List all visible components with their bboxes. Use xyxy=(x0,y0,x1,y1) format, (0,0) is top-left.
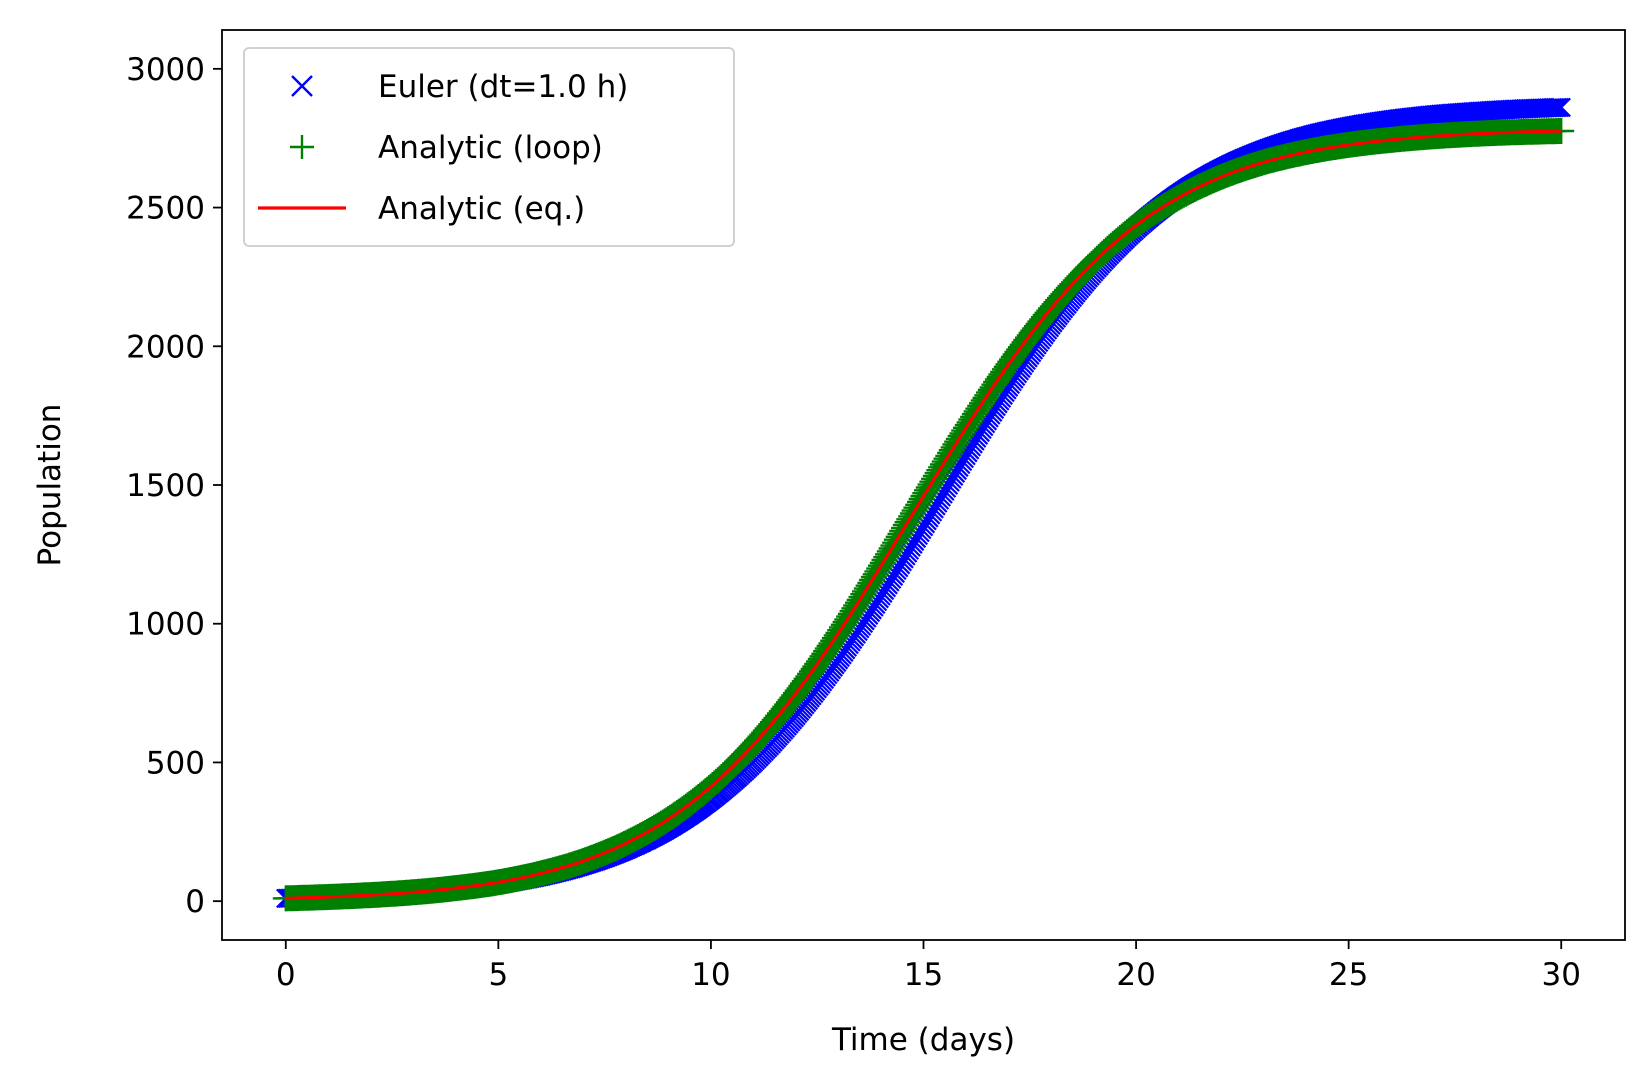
y-tick-label: 1000 xyxy=(126,607,205,643)
series-analytic-eq-line xyxy=(285,129,1562,900)
legend-item: Analytic (loop) xyxy=(290,130,603,166)
y-tick-label: 2000 xyxy=(126,329,205,365)
legend-label: Analytic (eq.) xyxy=(378,191,585,227)
legend-label: Euler (dt=1.0 h) xyxy=(378,69,628,105)
legend-item: Analytic (eq.) xyxy=(258,191,585,227)
y-tick-label: 0 xyxy=(185,884,205,920)
y-tick-label: 500 xyxy=(146,745,205,781)
x-tick-label: 15 xyxy=(904,957,943,993)
y-tick-label: 3000 xyxy=(126,52,205,88)
y-axis-label: Population xyxy=(32,404,68,567)
x-axis-label: Time (days) xyxy=(831,1022,1015,1058)
plot-area xyxy=(272,97,1575,912)
legend: Euler (dt=1.0 h) Analytic (loop) Analytic … xyxy=(243,47,735,247)
y-tick-label: 2500 xyxy=(126,191,205,227)
x-tick-label: 20 xyxy=(1116,957,1155,993)
axes: 0 5 10 15 20 25 30 0 500 1000 1500 2000 2500 3000 xyxy=(126,29,1626,993)
legend-box xyxy=(243,47,735,247)
legend-label: Analytic (loop) xyxy=(378,130,603,166)
legend-item: Euler (dt=1.0 h) xyxy=(291,69,628,105)
x-tick-label: 5 xyxy=(488,957,508,993)
legend-analytic-loop-marker xyxy=(290,135,314,159)
x-tick-label: 30 xyxy=(1542,957,1581,993)
y-tick-label: 1500 xyxy=(126,468,205,504)
legend-euler-marker xyxy=(291,75,313,97)
x-tick-label: 10 xyxy=(691,957,730,993)
series-group xyxy=(272,97,1575,912)
x-tick-label: 25 xyxy=(1329,957,1368,993)
x-tick-label: 0 xyxy=(276,957,296,993)
